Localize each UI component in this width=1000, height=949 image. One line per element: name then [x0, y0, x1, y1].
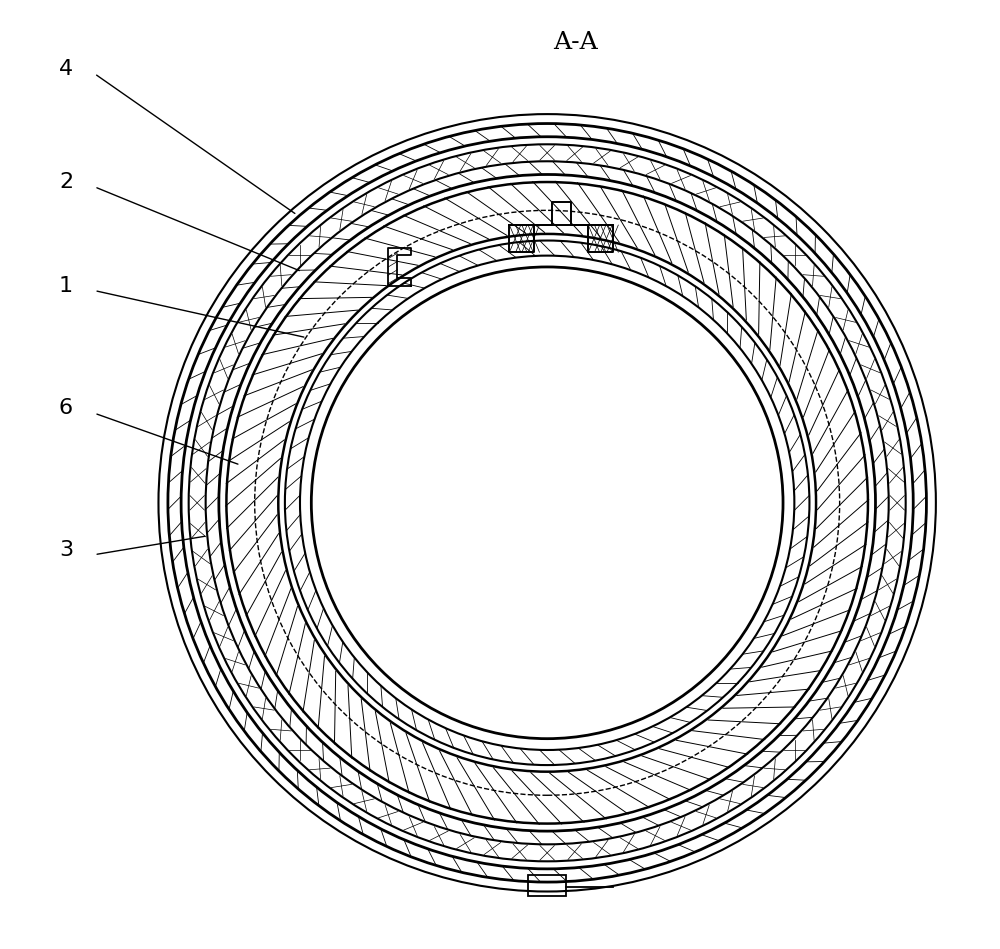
Text: 1: 1 — [59, 276, 73, 296]
Text: A-A: A-A — [553, 31, 598, 54]
Text: 3: 3 — [59, 540, 73, 560]
Text: 2: 2 — [59, 172, 73, 192]
Text: 4: 4 — [59, 59, 73, 79]
Bar — [528, 876, 566, 896]
Text: 6: 6 — [59, 399, 73, 419]
